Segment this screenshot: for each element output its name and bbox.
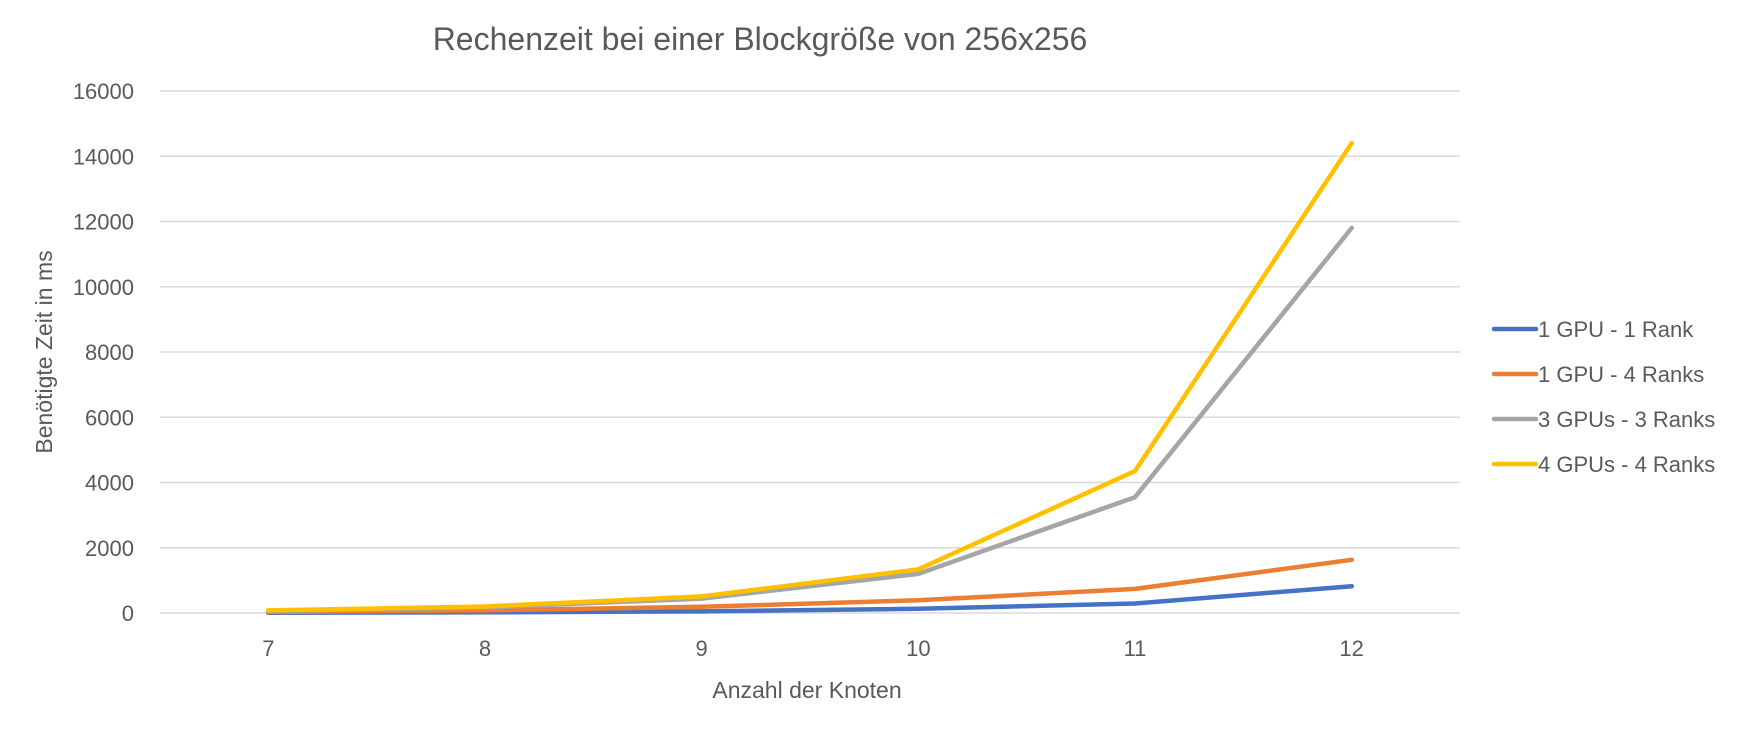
data-point [1349, 557, 1354, 563]
series-line-3 [266, 225, 1354, 614]
y-tick-label: 6000 [85, 405, 134, 430]
y-tick-label: 12000 [73, 210, 134, 235]
y-tick-label: 4000 [85, 471, 134, 496]
data-point [1132, 601, 1138, 606]
data-point [266, 608, 271, 613]
data-point [916, 571, 921, 577]
x-tick-label: 12 [1339, 636, 1363, 661]
data-point [1132, 468, 1138, 474]
x-tick-label: 8 [479, 636, 491, 661]
y-axis-ticks: 0 2000 4000 6000 8000 10000 12000 14000 16000 [73, 79, 134, 626]
x-axis-ticks: 7 8 9 10 11 12 [262, 636, 1364, 661]
data-point [916, 567, 921, 572]
legend-label: 4 GPUs - 4 Ranks [1538, 452, 1715, 477]
chart-title: Rechenzeit bei einer Blockgröße von 256x… [433, 21, 1088, 57]
data-point [1132, 586, 1138, 592]
series-line-2 [266, 557, 1354, 615]
series-line-4 [266, 140, 1354, 613]
series-lines [266, 140, 1354, 615]
x-tick-label: 9 [696, 636, 708, 661]
gridlines [160, 90, 1460, 614]
legend-label: 1 GPU - 4 Ranks [1538, 362, 1704, 387]
x-tick-label: 10 [906, 636, 930, 661]
legend: 1 GPU - 1 Rank 1 GPU - 4 Ranks 3 GPUs - 3 … [1491, 317, 1715, 477]
legend-label: 3 GPUs - 3 Ranks [1538, 407, 1715, 432]
data-point [1349, 584, 1354, 589]
y-tick-label: 16000 [73, 79, 134, 104]
data-point [1349, 141, 1354, 146]
data-point [916, 606, 921, 611]
y-tick-label: 2000 [85, 536, 134, 561]
x-tick-label: 11 [1124, 636, 1147, 661]
y-tick-label: 14000 [73, 144, 134, 169]
data-point [1132, 494, 1138, 500]
x-axis-label: Anzahl der Knoten [712, 677, 901, 703]
y-tick-label: 10000 [73, 275, 134, 300]
data-point [699, 594, 704, 599]
data-point [482, 604, 488, 609]
data-point [699, 609, 704, 614]
y-tick-label: 8000 [85, 340, 134, 365]
y-axis-label: Benötigte Zeit in ms [31, 250, 57, 453]
x-tick-label: 7 [262, 636, 274, 661]
data-point [1349, 225, 1354, 231]
y-tick-label: 0 [122, 601, 134, 626]
data-point [916, 598, 921, 603]
legend-label: 1 GPU - 1 Rank [1538, 317, 1694, 342]
data-point [699, 604, 704, 610]
